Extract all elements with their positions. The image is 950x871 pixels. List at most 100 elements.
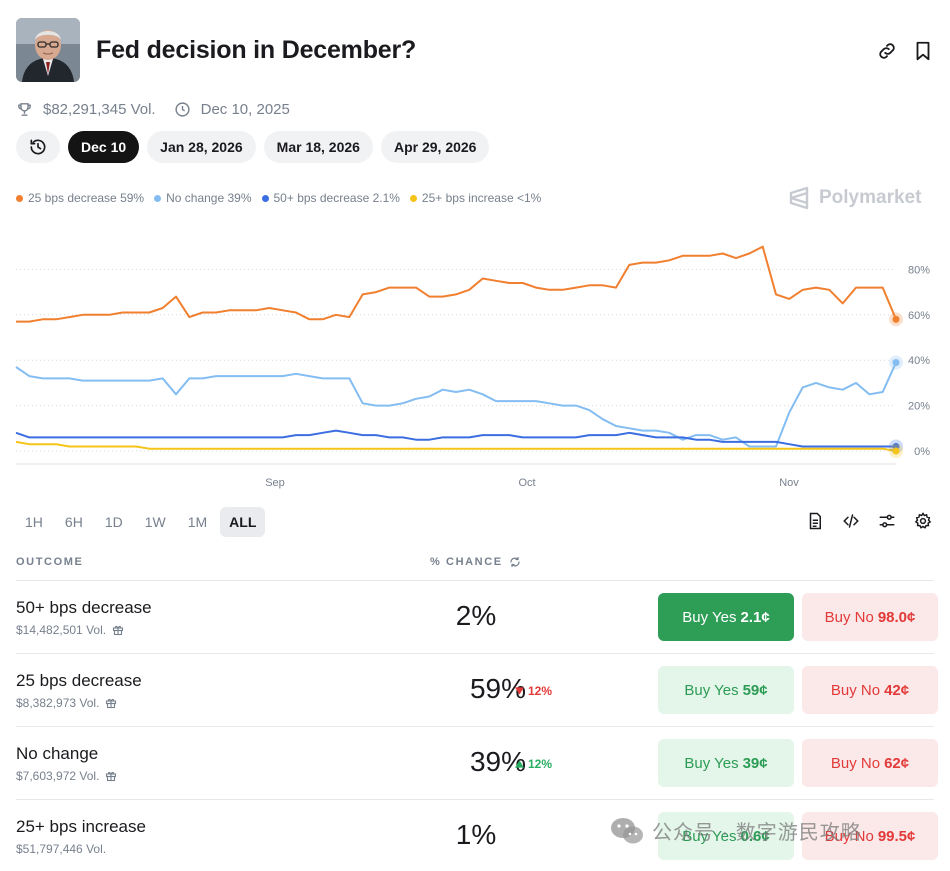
market-avatar (16, 18, 80, 82)
y-tick-label: 20% (908, 401, 930, 413)
range-1h[interactable]: 1H (25, 514, 43, 530)
chance-column-label: % CHANCE (430, 556, 503, 568)
range-1m[interactable]: 1M (187, 514, 208, 530)
outcome-row-50bps-decrease[interactable]: 50+ bps decrease $14,482,501 Vol. 2% Buy… (16, 580, 938, 653)
series-line-0 (16, 245, 897, 323)
buy-no-button[interactable]: Buy No 98.0¢ (802, 593, 938, 641)
outcome-volume-text: $8,382,973 Vol. (16, 696, 100, 710)
settings-icon[interactable] (914, 512, 932, 530)
legend-dot (154, 194, 162, 202)
legend-label: No change 39% (166, 191, 252, 205)
date-pill-apr-29[interactable]: Apr 29, 2026 (380, 131, 490, 163)
date-pill-mar-18[interactable]: Mar 18, 2026 (263, 131, 373, 163)
buy-yes-price: 59¢ (742, 681, 768, 699)
buy-yes-label: Buy Yes (684, 754, 739, 772)
outcome-column-header: OUTCOME (16, 556, 84, 568)
chart-series (15, 245, 897, 452)
outcome-chance: 2% (455, 600, 497, 631)
buy-yes-label: Buy Yes (684, 681, 739, 699)
legend-label: 25+ bps increase <1% (421, 191, 542, 205)
outcome-name: 25+ bps increase (16, 817, 146, 836)
buy-yes-price: 2.1¢ (740, 608, 770, 626)
range-6h[interactable]: 6H (64, 514, 83, 530)
refresh-icon[interactable] (509, 556, 521, 568)
y-axis: 80% 60% 40% 20% 0% (908, 264, 930, 458)
market-title: Fed decision in December? (96, 36, 417, 64)
series-line-1 (15, 362, 897, 448)
series-end-dot (892, 447, 900, 455)
outcome-volume: $51,797,446 Vol. (16, 842, 106, 856)
down-triangle-icon (515, 687, 524, 695)
wechat-icon (611, 817, 643, 843)
buy-no-price: 62¢ (884, 754, 910, 772)
y-tick-label: 80% (908, 264, 930, 276)
legend-dot (261, 194, 269, 202)
series-line-2 (15, 429, 896, 448)
series-line-3 (15, 440, 897, 452)
price-chart: 80% 60% 40% 20% 0% Sep Oct Nov (15, 245, 930, 489)
outcome-table-header: OUTCOME % CHANCE (16, 556, 934, 570)
chart-tools (806, 512, 932, 530)
series-end-dot (892, 358, 900, 366)
outcome-volume-text: $14,482,501 Vol. (16, 623, 107, 637)
range-1d[interactable]: 1D (104, 514, 123, 530)
outcome-row-25bps-increase[interactable]: 25+ bps increase $51,797,446 Vol. 1% Buy… (16, 799, 938, 871)
outcome-name: 50+ bps decrease (16, 598, 152, 617)
outcome-row-no-change[interactable]: No change $7,603,972 Vol. 39% 12% Buy Ye… (16, 726, 938, 799)
embed-code-icon[interactable] (842, 512, 860, 530)
sliders-icon[interactable] (878, 512, 896, 530)
outcome-chance: 39% (469, 746, 526, 777)
outcome-chance: 1% (455, 819, 497, 850)
trophy-icon (18, 102, 31, 116)
document-icon[interactable] (806, 512, 824, 530)
range-all[interactable]: ALL (220, 507, 266, 537)
buy-no-button[interactable]: Buy No 99.5¢ (802, 812, 938, 860)
buy-yes-button[interactable]: Buy Yes 2.1¢ (658, 593, 794, 641)
date-pill-dec-10[interactable]: Dec 10 (68, 131, 140, 163)
gift-icon (113, 625, 124, 636)
outcome-volume: $14,482,501 Vol. (16, 623, 124, 637)
buy-no-button[interactable]: Buy No 42¢ (802, 666, 938, 714)
date-pill-jan-28[interactable]: Jan 28, 2026 (147, 131, 256, 163)
bookmark-icon[interactable] (912, 40, 934, 62)
chance-change-text: 12% (528, 757, 553, 771)
buy-yes-label: Buy Yes (682, 608, 737, 626)
x-tick-label: Sep (265, 477, 285, 489)
link-icon[interactable] (876, 40, 898, 62)
legend-label: 50+ bps decrease 2.1% (273, 191, 400, 205)
chart-endpoints (889, 312, 903, 458)
chart-grid (16, 268, 896, 465)
x-tick-label: Nov (779, 477, 799, 489)
buy-yes-button[interactable]: Buy Yes 39¢ (658, 739, 794, 787)
outcome-volume-text: $7,603,972 Vol. (16, 769, 100, 783)
watermark: 公众号 · 数字游民攻略 (610, 816, 862, 845)
chance-change: 12% (515, 757, 552, 771)
series-end-dot (892, 315, 900, 323)
legend-label: 25 bps decrease 59% (28, 191, 145, 205)
buy-yes-button[interactable]: Buy Yes 0.6¢ (658, 812, 794, 860)
buy-yes-button[interactable]: Buy Yes 59¢ (658, 666, 794, 714)
legend-item: 25 bps decrease 59% (16, 191, 144, 205)
y-tick-label: 0% (914, 446, 930, 458)
outcome-row-25bps-decrease[interactable]: 25 bps decrease $8,382,973 Vol. 59% 12% … (16, 653, 938, 726)
gift-icon (106, 771, 117, 782)
buy-no-label: Buy No (824, 827, 874, 845)
polymarket-icon (789, 186, 809, 210)
history-button[interactable] (16, 131, 60, 163)
buy-no-button[interactable]: Buy No 62¢ (802, 739, 938, 787)
range-1w[interactable]: 1W (144, 514, 166, 530)
date-selector: Dec 10 Jan 28, 2026 Mar 18, 2026 Apr 29,… (16, 131, 490, 163)
outcome-name: No change (16, 744, 99, 763)
chance-change-text: 12% (528, 684, 553, 698)
y-tick-label: 40% (908, 355, 930, 367)
polymarket-logo: Polymarket (788, 186, 921, 210)
market-end-date: Dec 10, 2025 (200, 100, 290, 118)
buy-yes-label: Buy Yes (682, 827, 737, 845)
outcome-volume: $7,603,972 Vol. (16, 769, 117, 783)
history-icon (30, 139, 46, 155)
watermark-text: 公众号 · 数字游民攻略 (652, 822, 862, 844)
outcome-name: 25 bps decrease (16, 671, 142, 690)
market-meta: $82,291,345 Vol. Dec 10, 2025 (16, 99, 290, 119)
up-triangle-icon (515, 760, 524, 768)
chance-column-header: % CHANCE (430, 556, 521, 568)
